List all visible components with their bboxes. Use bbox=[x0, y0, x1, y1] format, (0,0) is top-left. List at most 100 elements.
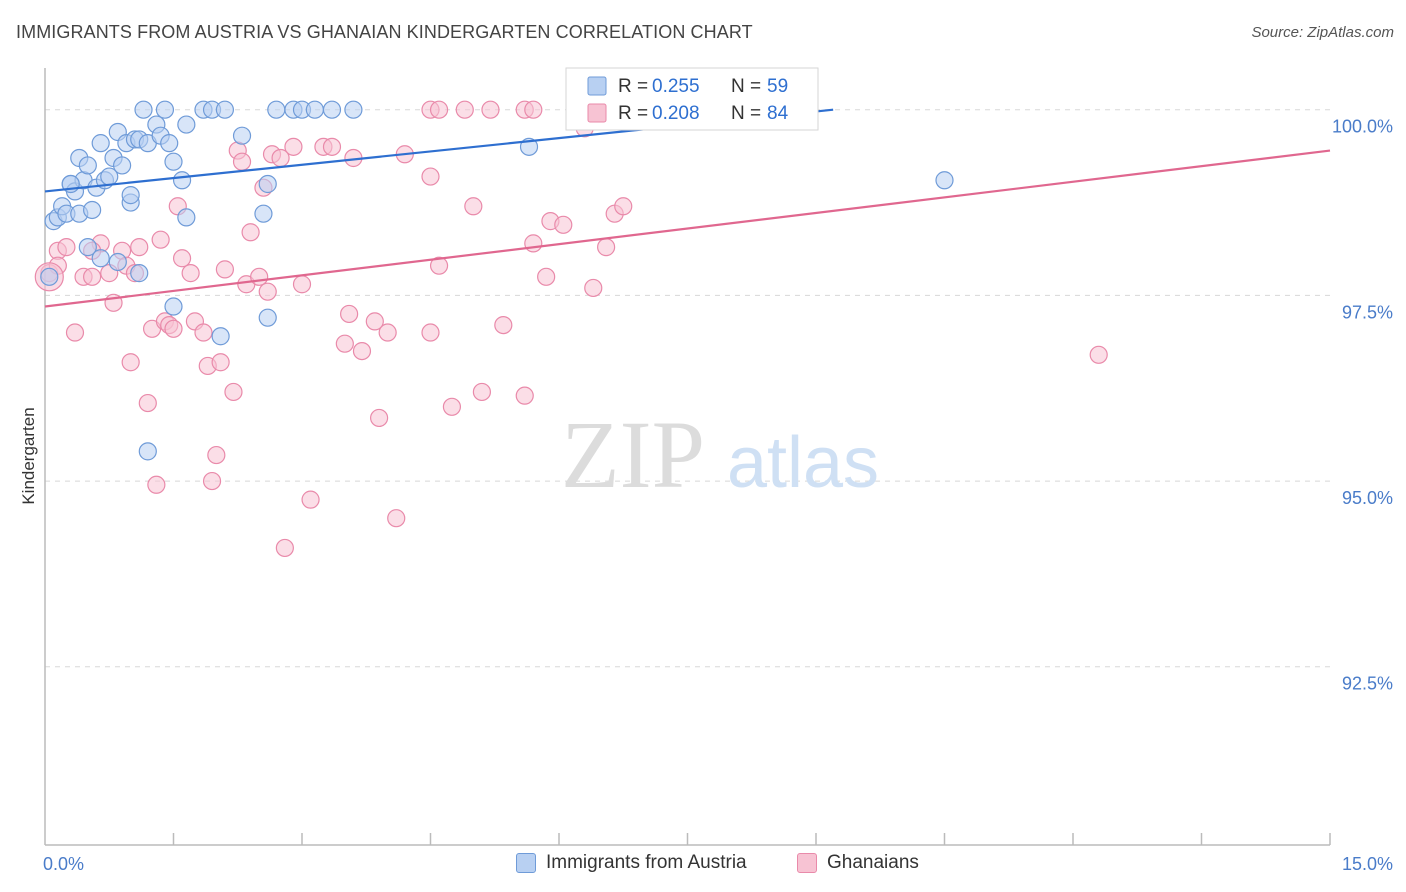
ghanaians-point-68 bbox=[524, 234, 543, 253]
ghanaians-point-24 bbox=[194, 323, 213, 342]
ghanaians-point-42 bbox=[292, 275, 312, 294]
legend-n-value-ghanaians: 84 bbox=[767, 103, 789, 124]
austria-point-55 bbox=[254, 204, 273, 223]
ghanaians-point-46 bbox=[335, 334, 354, 353]
austria-point-51 bbox=[138, 442, 157, 461]
ghanaians-point-50 bbox=[365, 312, 384, 331]
austria-point-53 bbox=[130, 264, 149, 283]
austria-point-49 bbox=[258, 308, 277, 327]
correlation-legend: R = 0.255 N = 59 R = 0.208 N = 84 bbox=[565, 67, 819, 131]
legend-r-label-ghanaians: R = bbox=[618, 103, 648, 124]
watermark-zip: ZIP bbox=[561, 401, 705, 508]
ghanaians-point-64 bbox=[494, 315, 513, 335]
ghanaians-point-59 bbox=[429, 100, 449, 119]
austria-point-18 bbox=[112, 156, 132, 175]
watermark: ZIP atlas bbox=[561, 401, 879, 508]
legend-item-ghanaians: Ghanaians bbox=[797, 852, 919, 874]
x-tick-label-0: 0.0% bbox=[43, 854, 84, 874]
austria-point-11 bbox=[83, 200, 102, 220]
austria-point-13 bbox=[91, 134, 110, 153]
austria-point-35 bbox=[215, 100, 234, 119]
legend-n-label-austria: N = bbox=[731, 76, 761, 97]
ghanaians-point-30 bbox=[224, 382, 243, 402]
legend-label-ghanaians: Ghanaians bbox=[827, 852, 919, 873]
austria-point-30 bbox=[172, 171, 192, 190]
tick-labels: 100.0% 97.5% 95.0% 92.5% 0.0% 15.0% bbox=[43, 117, 1393, 874]
austria-point-52 bbox=[108, 252, 127, 272]
ghanaians-point-40 bbox=[275, 538, 294, 558]
ghanaians-point-14 bbox=[138, 393, 157, 413]
austria-point-54 bbox=[78, 238, 97, 257]
y-tick-label-0: 100.0% bbox=[1332, 117, 1393, 137]
ghanaians-point-26 bbox=[202, 471, 222, 491]
ghanaians-point-58 bbox=[421, 167, 440, 186]
y-tick-label-3: 92.5% bbox=[1342, 674, 1393, 694]
ghanaians-point-45 bbox=[322, 137, 342, 156]
axes bbox=[44, 68, 1331, 846]
ghanaians-point-32 bbox=[232, 152, 252, 171]
legend-label-austria: Immigrants from Austria bbox=[546, 852, 747, 873]
ghanaians-point-2 bbox=[57, 238, 76, 257]
chart-title: IMMIGRANTS FROM AUSTRIA VS GHANAIAN KIND… bbox=[16, 22, 753, 42]
legend-r-value-austria: 0.255 bbox=[652, 76, 700, 97]
y-tick-label-2: 95.0% bbox=[1342, 488, 1393, 508]
austria-point-31 bbox=[177, 115, 196, 134]
ghanaians-point-41 bbox=[284, 137, 303, 156]
austria-point-42 bbox=[322, 100, 342, 119]
y-tick-label-1: 97.5% bbox=[1342, 302, 1393, 322]
legend-frame bbox=[565, 67, 819, 131]
austria-point-29 bbox=[164, 152, 183, 171]
legend-swatch-austria bbox=[587, 76, 607, 96]
legend-n-value-austria: 59 bbox=[767, 76, 788, 97]
ghanaians-point-55 bbox=[421, 323, 440, 342]
ghanaians-point-57 bbox=[429, 256, 449, 275]
ghanaians-point-62 bbox=[472, 382, 491, 402]
austria-point-41 bbox=[305, 100, 324, 119]
ghanaians-point-79 bbox=[1089, 345, 1108, 364]
legend-r-value-ghanaians: 0.208 bbox=[652, 103, 700, 124]
ghanaians-point-80 bbox=[442, 397, 462, 416]
austria-point-23 bbox=[134, 100, 153, 119]
legend-swatch-ghanaians bbox=[587, 103, 607, 123]
ghanaians-point-67 bbox=[515, 386, 534, 405]
ghanaians-point-52 bbox=[378, 323, 397, 342]
ghanaians-point-22 bbox=[181, 264, 200, 283]
legend-swatch-ghanaians-bottom bbox=[797, 853, 817, 873]
ghanaians-point-35 bbox=[250, 267, 269, 286]
ghanaians-point-53 bbox=[387, 509, 406, 528]
ghanaians-point-29 bbox=[215, 260, 234, 279]
ghanaians-point-82 bbox=[151, 230, 170, 249]
ghanaians-point-73 bbox=[584, 278, 603, 298]
ghanaians-point-61 bbox=[464, 197, 483, 216]
ghanaians-point-34 bbox=[241, 223, 260, 242]
legend-r-label-austria: R = bbox=[618, 76, 648, 97]
ghanaians-point-19 bbox=[164, 319, 183, 338]
series-austria-points bbox=[40, 100, 954, 461]
ghanaians-point-69 bbox=[537, 267, 556, 286]
austria-point-38 bbox=[267, 100, 286, 119]
austria-point-50 bbox=[211, 327, 230, 346]
ghanaians-point-63 bbox=[481, 100, 500, 119]
bottom-legend: Immigrants from Austria Ghanaians bbox=[0, 852, 1406, 878]
austria-point-0 bbox=[40, 267, 59, 286]
austria-point-32 bbox=[177, 208, 196, 227]
watermark-atlas: atlas bbox=[727, 423, 879, 503]
ghanaians-point-60 bbox=[455, 100, 474, 119]
austria-point-10 bbox=[78, 156, 97, 175]
austria-point-28 bbox=[160, 134, 179, 153]
ghanaians-point-27 bbox=[207, 445, 226, 465]
y-axis-label: Kindergarten bbox=[19, 407, 38, 504]
ghanaians-point-51 bbox=[370, 408, 389, 428]
ghanaians-point-76 bbox=[614, 197, 633, 216]
source-label: Source: ZipAtlas.com bbox=[1251, 24, 1394, 41]
austria-point-36 bbox=[232, 126, 252, 145]
legend-n-label-ghanaians: N = bbox=[731, 103, 761, 124]
austria-point-27 bbox=[155, 100, 175, 119]
ghanaians-point-49 bbox=[352, 341, 372, 361]
ghanaians-point-71 bbox=[554, 215, 573, 234]
ghanaians-point-13 bbox=[130, 238, 149, 257]
austria-point-56 bbox=[121, 186, 140, 205]
austria-point-58 bbox=[91, 249, 110, 268]
ghanaians-point-16 bbox=[147, 475, 166, 494]
ghanaians-point-3 bbox=[65, 323, 85, 342]
